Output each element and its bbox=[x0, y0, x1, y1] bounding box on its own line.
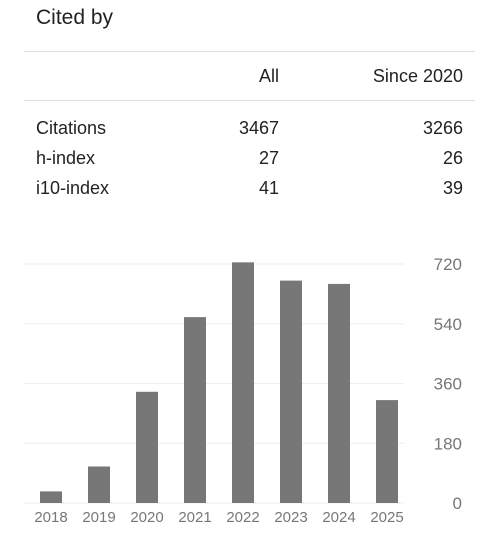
x-tick-label: 2025 bbox=[370, 509, 403, 526]
cited-by-title: Cited by bbox=[36, 6, 114, 29]
i10-index-since-value: 39 bbox=[442, 178, 463, 198]
y-tick-label: 540 bbox=[434, 315, 462, 334]
h-index-all-value: 27 bbox=[258, 148, 279, 168]
y-tick-label: 720 bbox=[434, 255, 462, 274]
column-header-since: Since 2020 bbox=[372, 66, 463, 86]
bar-2024[interactable] bbox=[328, 283, 350, 503]
title-divider bbox=[24, 51, 475, 52]
y-tick-label: 180 bbox=[434, 434, 462, 453]
bar-2025[interactable] bbox=[376, 400, 398, 503]
x-tick-label: 2019 bbox=[82, 509, 115, 526]
x-tick-label: 2022 bbox=[226, 509, 259, 526]
x-tick-label: 2023 bbox=[274, 509, 307, 526]
bar-2018[interactable] bbox=[40, 491, 62, 503]
bar-2023[interactable] bbox=[280, 280, 302, 503]
x-tick-label: 2021 bbox=[178, 509, 211, 526]
header-divider bbox=[24, 100, 475, 101]
bar-2022[interactable] bbox=[232, 262, 254, 503]
x-tick-label: 2024 bbox=[322, 509, 355, 526]
y-tick-label: 360 bbox=[434, 375, 462, 394]
bar-2020[interactable] bbox=[136, 391, 158, 503]
bar-2021[interactable] bbox=[184, 317, 206, 503]
h-index-since-value: 26 bbox=[442, 148, 463, 168]
citations-since-value: 3266 bbox=[422, 118, 463, 138]
x-tick-label: 2020 bbox=[130, 509, 163, 526]
column-header-all: All bbox=[258, 66, 279, 86]
i10-index-all-value: 41 bbox=[258, 178, 279, 198]
row-label-h-index: h-index bbox=[36, 148, 96, 168]
y-tick-label: 0 bbox=[453, 494, 462, 513]
bar-2019[interactable] bbox=[88, 466, 110, 503]
row-label-i10-index: i10-index bbox=[36, 178, 110, 198]
row-label-citations: Citations bbox=[36, 118, 107, 138]
x-tick-label: 2018 bbox=[34, 509, 67, 526]
citations-all-value: 3467 bbox=[238, 118, 279, 138]
